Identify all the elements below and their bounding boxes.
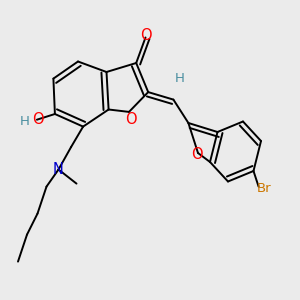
Text: O: O xyxy=(33,112,44,127)
Text: Br: Br xyxy=(257,182,271,196)
Text: H: H xyxy=(20,115,29,128)
Text: N: N xyxy=(53,162,64,177)
Text: H: H xyxy=(175,72,185,85)
Text: O: O xyxy=(140,28,151,44)
Text: O: O xyxy=(125,112,136,127)
Text: O: O xyxy=(191,147,202,162)
